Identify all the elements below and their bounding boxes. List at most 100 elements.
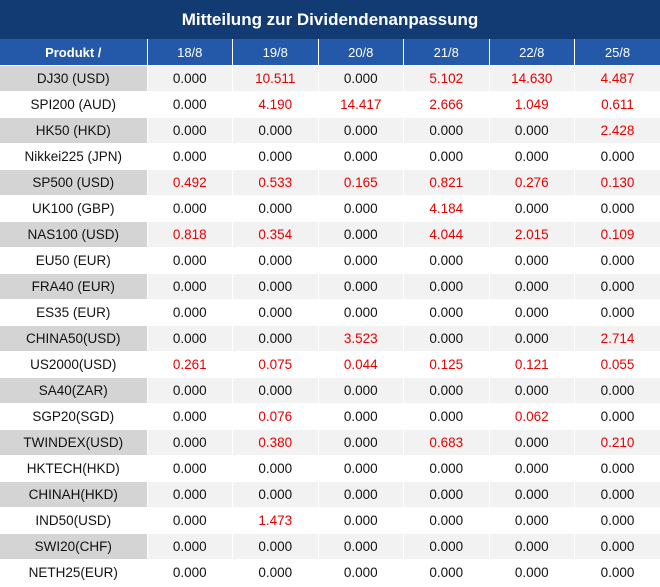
dividend-value-cell: 0.165 — [317, 169, 404, 196]
dividend-value-cell: 1.049 — [488, 91, 575, 118]
dividend-value-cell: 0.000 — [488, 559, 575, 585]
table-row: Nikkei225 (JPN) 0.000 0.000 0.000 0.000 0.000… — [0, 143, 660, 170]
dividend-table: Produkt / 18/8 19/8 20/8 21/8 22/8 25/8 … — [0, 39, 660, 585]
dividend-value-cell: 0.000 — [146, 403, 233, 430]
product-name-cell: UK100 (GBP) — [0, 195, 147, 222]
product-name-cell: ES35 (EUR) — [0, 299, 147, 326]
dividend-value-cell: 10.511 — [232, 65, 318, 92]
dividend-value-cell: 0.000 — [146, 91, 233, 118]
dividend-value-cell: 0.000 — [146, 325, 233, 352]
product-name-cell: SPI200 (AUD) — [0, 91, 147, 118]
dividend-value-cell: 14.417 — [317, 91, 404, 118]
date-column-header: 18/8 — [146, 39, 233, 66]
dividend-value-cell: 0.000 — [574, 507, 660, 534]
dividend-value-cell: 0.000 — [146, 65, 233, 92]
dividend-value-cell: 0.044 — [317, 351, 404, 378]
dividend-value-cell: 0.076 — [232, 403, 318, 430]
dividend-value-cell: 0.000 — [146, 507, 233, 534]
product-name-cell: SWI20(CHF) — [0, 533, 147, 560]
dividend-value-cell: 0.125 — [403, 351, 489, 378]
dividend-value-cell: 0.000 — [232, 273, 318, 300]
product-name-cell: NETH25(EUR) — [0, 559, 147, 585]
dividend-value-cell: 0.000 — [232, 247, 318, 274]
dividend-value-cell: 1.473 — [232, 507, 318, 534]
product-name-cell: IND50(USD) — [0, 507, 147, 534]
dividend-value-cell: 0.000 — [317, 247, 404, 274]
dividend-value-cell: 0.000 — [574, 455, 660, 482]
table-row: CHINA50(USD) 0.000 0.000 3.523 0.000 0.000 2.7… — [0, 325, 660, 352]
dividend-value-cell: 0.000 — [574, 143, 660, 170]
dividend-value-cell: 0.276 — [488, 169, 575, 196]
dividend-value-cell: 0.000 — [574, 299, 660, 326]
dividend-value-cell: 0.000 — [317, 221, 404, 248]
dividend-value-cell: 0.000 — [232, 533, 318, 560]
dividend-value-cell: 0.000 — [232, 299, 318, 326]
dividend-value-cell: 0.000 — [317, 195, 404, 222]
table-row: SWI20(CHF) 0.000 0.000 0.000 0.000 0.000 0.000 — [0, 533, 660, 560]
dividend-value-cell: 0.000 — [488, 377, 575, 404]
dividend-value-cell: 0.000 — [488, 273, 575, 300]
dividend-value-cell: 2.015 — [488, 221, 575, 248]
dividend-value-cell: 0.000 — [403, 481, 489, 508]
dividend-value-cell: 0.000 — [232, 195, 318, 222]
dividend-value-cell: 0.000 — [403, 559, 489, 585]
date-column-header: 21/8 — [403, 39, 489, 66]
dividend-value-cell: 0.000 — [574, 195, 660, 222]
dividend-value-cell: 0.000 — [317, 429, 404, 456]
table-row: NETH25(EUR) 0.000 0.000 0.000 0.000 0.000 0.00… — [0, 559, 660, 585]
product-name-cell: Nikkei225 (JPN) — [0, 143, 147, 170]
dividend-value-cell: 0.000 — [146, 377, 233, 404]
dividend-value-cell: 0.000 — [488, 325, 575, 352]
dividend-value-cell: 0.000 — [317, 65, 404, 92]
dividend-value-cell: 0.000 — [146, 273, 233, 300]
dividend-value-cell: 0.000 — [488, 481, 575, 508]
dividend-value-cell: 0.000 — [232, 481, 318, 508]
table-row: HK50 (HKD) 0.000 0.000 0.000 0.000 0.000 2.428 — [0, 117, 660, 144]
dividend-value-cell: 0.000 — [146, 117, 233, 144]
dividend-value-cell: 0.000 — [574, 403, 660, 430]
dividend-value-cell: 2.428 — [574, 117, 660, 144]
dividend-value-cell: 0.000 — [574, 247, 660, 274]
dividend-value-cell: 3.523 — [317, 325, 404, 352]
dividend-value-cell: 0.000 — [574, 377, 660, 404]
dividend-value-cell: 0.000 — [403, 403, 489, 430]
dividend-value-cell: 0.000 — [317, 273, 404, 300]
product-name-cell: HK50 (HKD) — [0, 117, 147, 144]
table-body: DJ30 (USD) 0.000 10.511 0.000 5.102 14.630 4.4… — [0, 65, 660, 585]
dividend-value-cell: 0.000 — [403, 247, 489, 274]
dividend-value-cell: 0.000 — [317, 143, 404, 170]
table-row: UK100 (GBP) 0.000 0.000 0.000 4.184 0.000 0.00… — [0, 195, 660, 222]
dividend-value-cell: 0.000 — [488, 507, 575, 534]
dividend-value-cell: 0.000 — [403, 117, 489, 144]
dividend-value-cell: 0.055 — [574, 351, 660, 378]
dividend-value-cell: 0.000 — [488, 455, 575, 482]
dividend-value-cell: 0.000 — [488, 117, 575, 144]
product-name-cell: TWINDEX(USD) — [0, 429, 147, 456]
dividend-value-cell: 2.666 — [403, 91, 489, 118]
dividend-value-cell: 0.380 — [232, 429, 318, 456]
dividend-value-cell: 5.102 — [403, 65, 489, 92]
dividend-value-cell: 0.000 — [146, 559, 233, 585]
table-row: ES35 (EUR) 0.000 0.000 0.000 0.000 0.000 0.000 — [0, 299, 660, 326]
table-row: NAS100 (USD) 0.818 0.354 0.000 4.044 2.015 0.1… — [0, 221, 660, 248]
date-column-header: 19/8 — [232, 39, 318, 66]
dividend-value-cell: 0.818 — [146, 221, 233, 248]
dividend-value-cell: 0.000 — [232, 455, 318, 482]
dividend-value-cell: 0.000 — [574, 273, 660, 300]
dividend-value-cell: 0.821 — [403, 169, 489, 196]
dividend-value-cell: 0.062 — [488, 403, 575, 430]
product-name-cell: HKTECH(HKD) — [0, 455, 147, 482]
table-row: EU50 (EUR) 0.000 0.000 0.000 0.000 0.000 0.000 — [0, 247, 660, 274]
dividend-value-cell: 0.000 — [317, 559, 404, 585]
dividend-value-cell: 0.683 — [403, 429, 489, 456]
dividend-value-cell: 0.000 — [574, 559, 660, 585]
dividend-value-cell: 0.611 — [574, 91, 660, 118]
date-column-header: 25/8 — [574, 39, 660, 66]
dividend-value-cell: 0.000 — [317, 117, 404, 144]
dividend-value-cell: 0.000 — [317, 455, 404, 482]
dividend-value-cell: 0.000 — [403, 533, 489, 560]
dividend-value-cell: 0.000 — [488, 247, 575, 274]
product-name-cell: SGP20(SGD) — [0, 403, 147, 430]
dividend-value-cell: 0.000 — [488, 299, 575, 326]
dividend-value-cell: 0.492 — [146, 169, 233, 196]
